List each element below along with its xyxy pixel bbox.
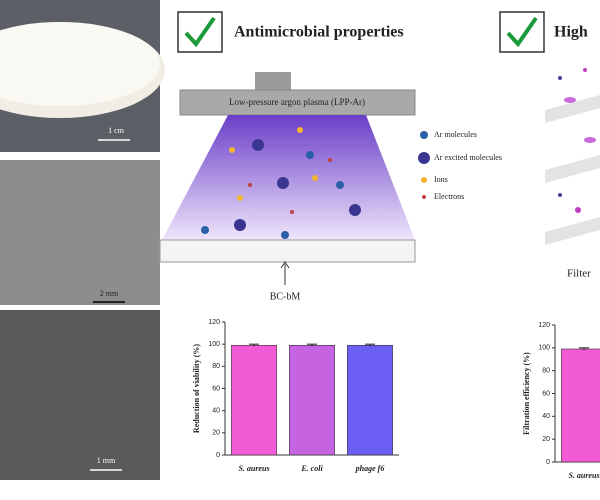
y-tick-label: 100 [538,345,550,352]
sem-panel: 2 mm [0,160,160,305]
checkmark [506,16,538,48]
filter-diagram: Filter [545,68,600,280]
x-tick-label: S. aureus [568,471,599,480]
checkmark [184,16,216,48]
y-tick-label: 120 [538,322,550,329]
y-tick-label: 40 [542,413,550,420]
checkbox [177,11,223,53]
y-tick-label: 0 [216,452,220,459]
charts: 0 20 40 60 80 100 120 Reduction of viability (%… [192,319,600,480]
legend-label: Ar molecules [434,130,477,139]
section-title: Antimicrobial properties [234,24,404,41]
x-tick-label: E. coli [300,464,323,473]
scale-label: 2 mm [100,289,119,298]
bar [289,344,335,456]
bar [347,344,393,456]
checkbox [499,11,545,53]
bar [561,348,600,463]
sem-panel: 1 mm [0,310,160,480]
y-tick-label: 120 [208,319,220,326]
y-tick-label: 40 [212,408,220,415]
y-tick-label: 60 [212,385,220,392]
bar [231,344,277,456]
y-tick-label: 0 [546,459,550,466]
filter-label: Filter [567,268,591,280]
legend-label: Ar excited molecules [434,153,502,162]
y-tick-label: 20 [212,430,220,437]
legend-label: Ions [434,175,448,184]
photo-panel: 1 cm [0,0,165,152]
y-tick-label: 60 [542,390,550,397]
y-tick-label: 100 [208,341,220,348]
y-tick-label: 80 [212,363,220,370]
y-tick-label: 20 [542,436,550,443]
scale-label: 1 mm [97,456,116,465]
y-tick-label: 80 [542,368,550,375]
y-axis-label: Filtration efficiency (%) [522,352,531,435]
legend-label: Electrons [434,192,464,201]
y-axis-label: Reduction of viability (%) [192,344,201,433]
plasma-label: Low-pressure argon plasma (LPP-Ar) [229,97,365,107]
membrane-label: BC-bM [270,291,301,302]
section-title: High [554,24,588,41]
x-tick-label: S. aureus [238,464,269,473]
x-tick-label: phage f6 [355,464,385,473]
scale-label: 1 cm [108,126,125,135]
plasma-diagram: Low-pressure argon plasma (LPP-Ar) BC-bM… [159,72,502,302]
